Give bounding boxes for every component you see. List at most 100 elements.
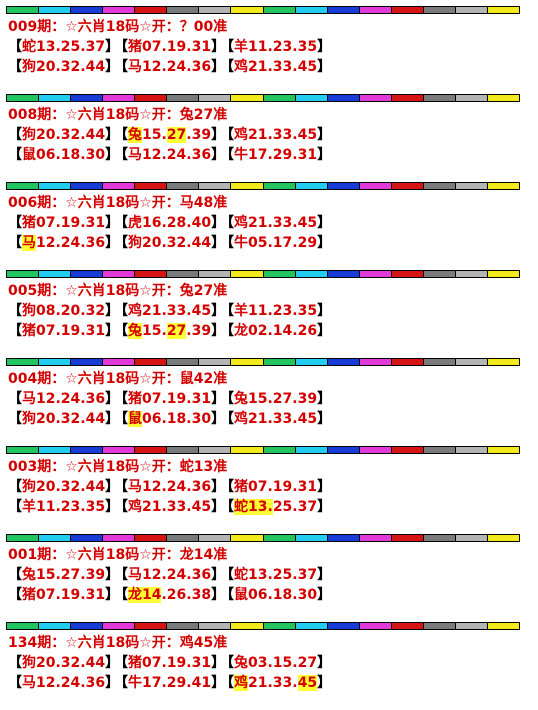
stripe-segment bbox=[487, 623, 519, 629]
entry-text: 】 bbox=[211, 391, 226, 407]
entry-text: 【 bbox=[8, 235, 22, 251]
stripe-segment bbox=[71, 7, 104, 13]
entry-text: 12.24.36 bbox=[142, 479, 212, 495]
stripe-segment bbox=[263, 271, 296, 277]
entry-text: 25.37 bbox=[272, 499, 318, 515]
stripe-segment bbox=[135, 447, 168, 453]
entry-text: 】 bbox=[105, 479, 120, 495]
entry-text: 】 bbox=[211, 587, 226, 603]
entry-text: 鸡 bbox=[234, 411, 248, 427]
entry-text: 【 bbox=[8, 127, 22, 143]
period-title: 004期：☆六肖18码☆开：鼠42准 bbox=[8, 371, 228, 387]
stripe-segment bbox=[7, 359, 40, 365]
stripe-segment bbox=[423, 7, 456, 13]
stripe-segment bbox=[487, 535, 519, 541]
stripe-segment bbox=[295, 623, 328, 629]
entry-text: 15. bbox=[142, 127, 167, 143]
entry-text: 【 bbox=[114, 391, 128, 407]
stripe-segment bbox=[487, 95, 519, 101]
stripe-segment bbox=[135, 623, 168, 629]
period-block: 005期：☆六肖18码☆开：兔27准 【狗08.20.32】 【鸡21.33.45】… bbox=[6, 278, 520, 358]
hit-highlight: 45 bbox=[297, 675, 318, 691]
stripe-segment bbox=[359, 271, 392, 277]
hit-highlight: 蛇13. bbox=[234, 499, 273, 515]
stripe-segment bbox=[327, 95, 360, 101]
entry-text: 】 bbox=[211, 323, 226, 339]
entry-text: 03.15.27 bbox=[248, 655, 318, 671]
entry-text: 【 bbox=[8, 587, 22, 603]
period-title: 134期：☆六肖18码☆开：鸡45准 bbox=[8, 635, 228, 651]
entry-text: 【 bbox=[220, 675, 234, 691]
entry-text: 【 bbox=[8, 323, 22, 339]
zodiac-entry: 【猪07.19.31】 bbox=[8, 585, 119, 605]
entry-text: 狗 bbox=[22, 59, 36, 75]
color-stripe-divider bbox=[6, 182, 520, 190]
stripe-segment bbox=[71, 623, 104, 629]
entry-text: 【 bbox=[220, 215, 234, 231]
zodiac-entry: 【狗08.20.32】 bbox=[8, 301, 119, 321]
entry-text: 龙 bbox=[234, 323, 248, 339]
entry-text: 【 bbox=[8, 391, 22, 407]
stripe-segment bbox=[167, 359, 200, 365]
entry-text: 】 bbox=[211, 499, 226, 515]
entry-text: 】 bbox=[317, 567, 332, 583]
entry-text: 【 bbox=[220, 59, 234, 75]
entry-text: 07.19.31 bbox=[142, 391, 212, 407]
zodiac-entry: 【兔15.27.39】 bbox=[220, 389, 331, 409]
entry-text: 【 bbox=[220, 499, 234, 515]
entry-text: 猪 bbox=[22, 215, 36, 231]
entry-text: 【 bbox=[220, 655, 234, 671]
entry-text: 12.24.36 bbox=[142, 147, 212, 163]
stripe-segment bbox=[231, 183, 264, 189]
entry-text: 鼠 bbox=[22, 147, 36, 163]
zodiac-entry: 【鸡21.33.45】 bbox=[220, 213, 331, 233]
zodiac-entry: 【鸡21.33.45】 bbox=[114, 497, 225, 517]
stripe-segment bbox=[359, 7, 392, 13]
entry-text: 羊 bbox=[234, 303, 248, 319]
entry-text: 06.18.30 bbox=[142, 411, 212, 427]
entry-text: 15. bbox=[142, 323, 167, 339]
color-stripe-divider bbox=[6, 534, 520, 542]
stripe-segment bbox=[39, 447, 72, 453]
entry-text: 【 bbox=[114, 323, 128, 339]
stripe-segment bbox=[391, 95, 424, 101]
period-title: 006期：☆六肖18码☆开：马48准 bbox=[8, 195, 228, 211]
zodiac-entry: 【猪07.19.31】 bbox=[114, 37, 225, 57]
stripe-segment bbox=[71, 95, 104, 101]
zodiac-entry: 【马12.24.36】 bbox=[8, 673, 119, 693]
zodiac-entry: 【龙14.26.38】 bbox=[114, 585, 225, 605]
entry-text: 狗 bbox=[22, 655, 36, 671]
stripe-segment bbox=[263, 447, 296, 453]
entry-text: 21.33. bbox=[248, 675, 298, 691]
entry-text: 羊 bbox=[234, 39, 248, 55]
stripe-segment bbox=[295, 535, 328, 541]
entry-text: 15.27.39 bbox=[36, 567, 106, 583]
entry-text: 【 bbox=[220, 323, 234, 339]
stripe-segment bbox=[391, 447, 424, 453]
period-block: 003期：☆六肖18码☆开：蛇13准 【狗20.32.44】 【马12.24.36】… bbox=[6, 454, 520, 534]
stripe-segment bbox=[39, 359, 72, 365]
entry-text: 21.33.45 bbox=[248, 59, 318, 75]
stripe-segment bbox=[455, 447, 488, 453]
color-stripe-divider bbox=[6, 446, 520, 454]
zodiac-entry: 【马12.24.36】 bbox=[114, 565, 225, 585]
zodiac-row: 【狗08.20.32】 【鸡21.33.45】 【羊11.23.35】 bbox=[6, 301, 520, 321]
entry-text: 】 bbox=[211, 567, 226, 583]
zodiac-entry: 【狗20.32.44】 bbox=[8, 57, 119, 77]
entry-text: 【 bbox=[114, 675, 128, 691]
entry-text: 】 bbox=[317, 675, 332, 691]
zodiac-row: 【狗20.32.44】 【鼠06.18.30】 【鸡21.33.45】 bbox=[6, 409, 520, 429]
entry-text: 【 bbox=[8, 59, 22, 75]
entry-text: 兔 bbox=[22, 567, 36, 583]
entry-text: 】 bbox=[211, 59, 226, 75]
period-title: 003期：☆六肖18码☆开：蛇13准 bbox=[8, 459, 228, 475]
stripe-segment bbox=[455, 95, 488, 101]
entry-text: 16.28.40 bbox=[142, 215, 212, 231]
entry-text: 【 bbox=[114, 59, 128, 75]
zodiac-row: 【马12.24.36】 【牛17.29.41】 【鸡21.33.45】 bbox=[6, 673, 520, 693]
period-block: 006期：☆六肖18码☆开：马48准 【猪07.19.31】 【虎16.28.40】… bbox=[6, 190, 520, 270]
stripe-segment bbox=[167, 7, 200, 13]
stripe-segment bbox=[295, 447, 328, 453]
stripe-segment bbox=[199, 359, 232, 365]
entry-text: 13.25.37 bbox=[248, 567, 318, 583]
